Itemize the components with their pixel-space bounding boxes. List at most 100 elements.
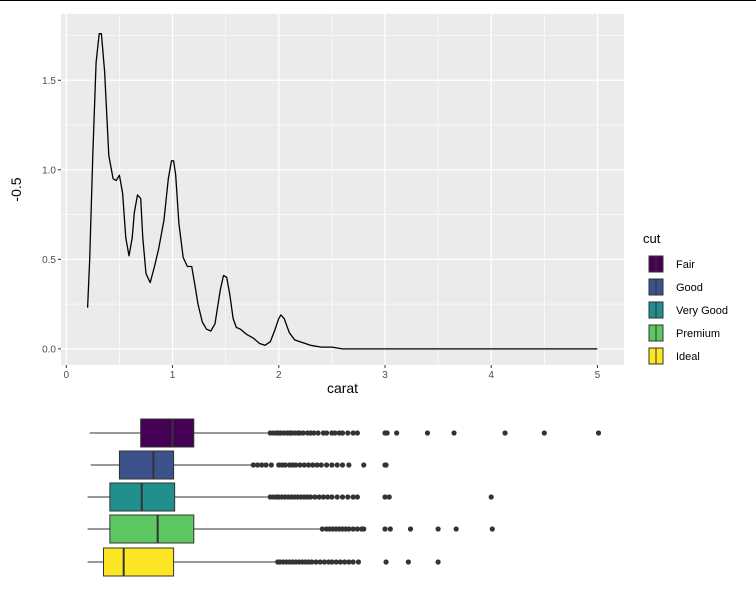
y-tick-label: 1.0 [42, 165, 56, 176]
box-good-outlier [305, 462, 312, 468]
box-good-outlier [254, 462, 261, 468]
boxplot-layer [87, 418, 602, 577]
y-axis-ticks: 0.0 0.5 1.0 1.5 [42, 76, 61, 355]
box-very-good-outlier [386, 494, 392, 500]
box-very-good-outlier [354, 494, 360, 500]
box-fair-outlier [315, 430, 321, 436]
y-tick-label: 1.5 [42, 76, 56, 87]
box-fair-outlier [424, 430, 431, 436]
box-very-good-outlier [334, 494, 340, 500]
legend-label: Very Good [676, 305, 728, 317]
box-ideal-outlier [321, 559, 328, 565]
box-fair-outlier [541, 430, 547, 436]
box-ideal-outlier [435, 559, 441, 565]
x-tick-label: 0 [64, 370, 70, 381]
box-good-outlier [361, 462, 367, 468]
box-good-outlier [293, 462, 299, 468]
box-premium-outlier [489, 526, 495, 532]
legend-label: Fair [676, 259, 695, 271]
x-axis-ticks: 0 1 2 3 4 5 [64, 365, 601, 381]
box-premium-outlier [361, 526, 367, 532]
box-premium [109, 514, 195, 544]
box-ideal-outlier [313, 559, 319, 565]
box-premium-outlier [453, 526, 459, 532]
box-very-good-outlier [345, 494, 351, 500]
box-good [118, 450, 175, 480]
box-good-outlier [268, 462, 274, 468]
box-premium-outlier [382, 526, 388, 532]
legend: cut Fair Good Very Good Premium Ideal [643, 231, 728, 365]
box-good-outlier [329, 462, 335, 468]
box-good-outlier [310, 462, 316, 468]
box-premium-outlier [346, 526, 352, 532]
box-ideal-outlier [346, 559, 352, 565]
box-good-outlier [301, 462, 307, 468]
box-good-outlier [318, 462, 324, 468]
box-fair [140, 418, 195, 448]
box-good-outlier [263, 462, 269, 468]
y-tick-label: 0.0 [42, 344, 56, 355]
box-very-good-outlier [308, 494, 314, 500]
box-ideal [102, 547, 175, 577]
box-fair-outlier [350, 430, 356, 436]
legend-title: cut [643, 231, 661, 246]
density-grid [61, 14, 624, 365]
box-ideal-outlier [337, 559, 343, 565]
box-ideal-outlier [405, 559, 411, 565]
box-very-good-outlier [325, 494, 331, 500]
box-good-outlier [323, 462, 330, 468]
box-fair-outlier [451, 430, 457, 436]
box-fair-outlier [345, 430, 351, 436]
box-good-outlier [334, 462, 340, 468]
legend-label: Ideal [676, 351, 700, 363]
box-good-outlier [282, 462, 288, 468]
x-tick-label: 2 [276, 370, 282, 381]
box-good-outlier [250, 462, 256, 468]
box-very-good-outlier [320, 494, 326, 500]
box-ideal-outlier [317, 559, 323, 565]
box-good-outlier [383, 462, 389, 468]
box-good-outlier [339, 462, 346, 468]
box-very-good-outlier [382, 494, 388, 500]
box-fair-outlier [595, 430, 602, 436]
legend-label: Good [676, 282, 703, 294]
box-premium-outlier [407, 526, 414, 532]
density-line [86, 33, 598, 350]
box-fair-outlier [300, 430, 306, 436]
box-good-outlier [297, 462, 303, 468]
box-ideal-outlier [355, 559, 362, 565]
box-very-good-outlier [488, 494, 494, 500]
box-fair-outlier [323, 430, 330, 436]
box-ideal-outlier [309, 559, 315, 565]
box-good-outlier [259, 462, 265, 468]
x-tick-label: 1 [170, 370, 176, 381]
legend-label: Premium [676, 328, 720, 340]
y-tick-label: 0.5 [42, 255, 56, 266]
box-fair-outlier [332, 430, 338, 436]
box-premium-outlier [354, 526, 360, 532]
box-ideal-outlier [329, 559, 335, 565]
box-very-good-outlier [350, 494, 356, 500]
box-very-good-outlier [316, 494, 322, 500]
box-fair-outlier [384, 430, 390, 436]
y-axis-title: -0.5 [8, 177, 24, 201]
box-premium-outlier [435, 526, 441, 532]
box-good-outlier [346, 462, 352, 468]
top-border-line [0, 0, 756, 1]
box-premium-outlier [319, 526, 325, 532]
box-fair-outlier [339, 430, 346, 436]
box-ideal-outlier [383, 559, 389, 565]
box-premium-outlier [387, 526, 393, 532]
x-axis-title: carat [327, 380, 358, 396]
x-tick-label: 4 [488, 370, 494, 381]
box-ideal-outlier [342, 559, 348, 565]
box-ideal-outlier [333, 559, 339, 565]
box-very-good-outlier [329, 494, 335, 500]
box-fair-outlier [311, 430, 317, 436]
box-good-outlier [314, 462, 320, 468]
x-tick-label: 5 [595, 370, 601, 381]
box-ideal-outlier [350, 559, 356, 565]
box-premium-outlier [350, 526, 356, 532]
box-very-good-outlier [339, 494, 346, 500]
